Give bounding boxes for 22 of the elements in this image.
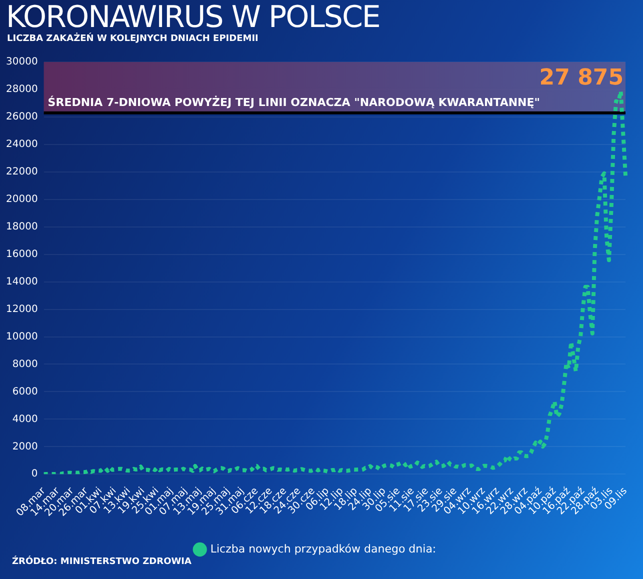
y-tick-label: 28000 [6, 84, 38, 96]
y-tick-label: 2000 [12, 441, 38, 452]
y-tick-label: 22000 [6, 166, 38, 178]
y-tick-label: 14000 [6, 276, 38, 288]
y-tick-label: 20000 [6, 194, 38, 205]
line-series [42, 89, 628, 474]
y-tick-label: 30000 [6, 56, 38, 68]
text: ŹRÓDŁO: MINISTERSTWO ZDROWIA [12, 557, 192, 567]
annotation: 27 875 [539, 66, 624, 91]
y-tick-label: 10000 [6, 331, 38, 342]
y-tick-label: 4000 [12, 414, 38, 425]
y-tick-label: 16000 [6, 248, 38, 260]
y-tick-label: 0 [31, 468, 38, 480]
y-tick-label: 24000 [6, 139, 38, 150]
y-tick-label: 12000 [6, 304, 38, 315]
legend-label: Liczba nowych przypadków danego dnia: [210, 542, 436, 556]
y-tick-label: 8000 [12, 358, 38, 370]
y-tick-label: 18000 [6, 221, 38, 232]
y-tick-label: 6000 [12, 386, 38, 398]
chart-subtitle: LICZBA ZAKAŻEŃ W KOLEJNYCH DNIACH EPIDEMII [7, 34, 258, 44]
band-label: ŚREDNIA 7-DNIOWA POWYŻEJ TEJ LINII OZNACZA "NARODOWĄ KWARANTANNĘ" [48, 95, 540, 110]
y-tick-label: 26000 [6, 112, 38, 123]
